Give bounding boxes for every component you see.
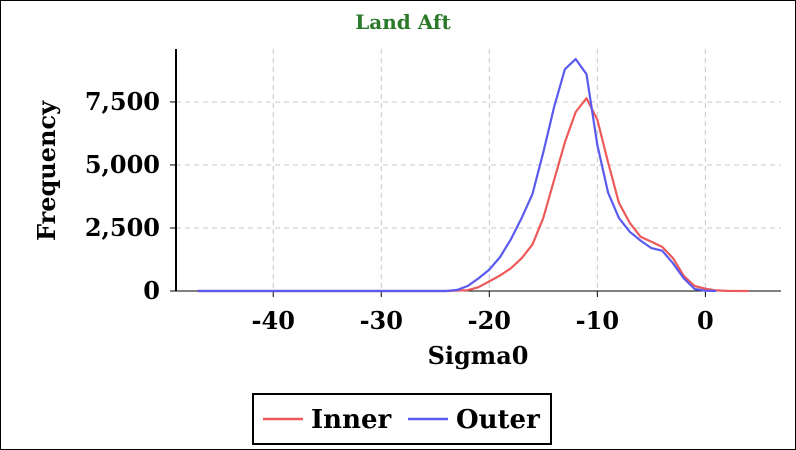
x-axis-label: Sigma0 [428, 341, 529, 370]
y-axis-label: Frequency [32, 100, 61, 241]
y-tick-label: 0 [143, 276, 160, 305]
legend-label-outer: Outer [456, 405, 540, 435]
legend-box [252, 393, 552, 445]
x-tick-label: 0 [697, 306, 714, 335]
chart-title: Land Aft [355, 10, 451, 34]
y-tick-label: 5,000 [85, 150, 160, 179]
series-lines [197, 58, 749, 293]
grid-lines [176, 49, 781, 292]
x-tick-label: -10 [576, 306, 619, 335]
series-line-outer [197, 58, 717, 293]
y-tick-label: 2,500 [85, 213, 160, 242]
series-line-inner [197, 97, 749, 293]
x-tick-label: -40 [252, 306, 295, 335]
legend: Inner Outer [252, 393, 552, 445]
tick-labels: -40 -30 -20 -10 0 0 2,500 5,000 7,500 [85, 87, 714, 335]
legend-label-inner: Inner [311, 405, 392, 435]
y-tick-label: 7,500 [85, 87, 160, 116]
x-tick-label: -20 [468, 306, 511, 335]
x-tick-label: -30 [360, 306, 403, 335]
